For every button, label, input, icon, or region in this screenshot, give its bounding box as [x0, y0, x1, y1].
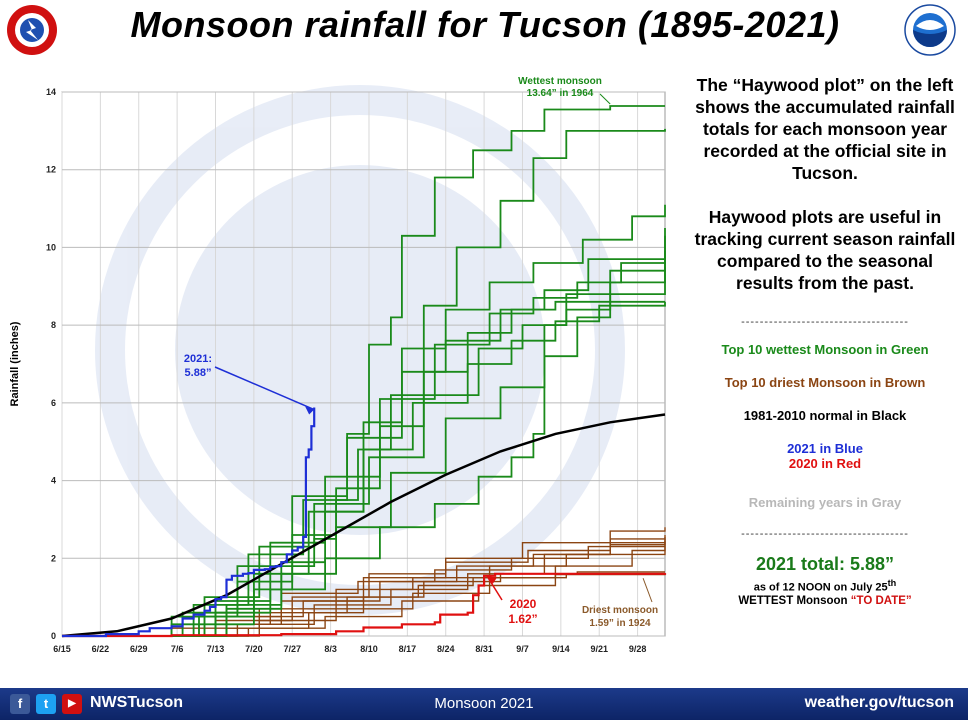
- driest-year-line: [62, 542, 666, 637]
- legend-remaining: Remaining years in Gray: [748, 495, 902, 510]
- x-tick-label: 7/13: [207, 644, 225, 654]
- facebook-icon[interactable]: f: [10, 694, 30, 714]
- as-of-suffix: th: [887, 578, 897, 588]
- noaa-logo-icon: [904, 4, 956, 56]
- y-tick-label: 2: [51, 553, 56, 563]
- x-tick-label: 9/28: [629, 644, 647, 654]
- x-tick-label: 7/27: [283, 644, 301, 654]
- annotation-2020-pointer: [486, 575, 503, 601]
- x-tick-label: 8/31: [475, 644, 493, 654]
- y-axis-label: Rainfall (inches): [9, 321, 21, 406]
- x-tick-label: 8/17: [399, 644, 417, 654]
- y-tick-label: 14: [46, 87, 56, 97]
- legend-2020: 2020 in Red: [788, 456, 862, 471]
- total-2021: 2021 total: 5.88”: [755, 554, 895, 574]
- legend-driest: Top 10 driest Monsoon in Brown: [724, 375, 926, 390]
- y-tick-label: 10: [46, 242, 56, 252]
- footer-bar: f t ▶ NWSTucson Monsoon 2021 weather.gov…: [0, 688, 968, 720]
- annotation-2021-pointer: [214, 366, 315, 411]
- x-tick-label: 9/14: [552, 644, 570, 654]
- driest-year-line: [62, 527, 666, 637]
- to-date-text: WETTEST Monsoon: [738, 594, 851, 607]
- legend-2021: 2021 in Blue: [787, 441, 863, 456]
- y-tick-label: 12: [46, 165, 56, 175]
- y-tick-label: 6: [51, 398, 56, 408]
- side-panel: The “Haywood plot” on the left shows the…: [686, 74, 964, 607]
- wettest-year-line: [62, 251, 666, 637]
- as-of-note: as of 12 NOON on July 25th: [686, 578, 964, 594]
- annotation-driest-value: 1.59” in 1924: [589, 618, 651, 629]
- separator-top: ------------------------------------: [741, 316, 909, 328]
- twitter-icon[interactable]: t: [36, 694, 56, 714]
- separator-bottom: ------------------------------------: [741, 528, 909, 540]
- to-date-note: WETTEST Monsoon “TO DATE”: [686, 595, 964, 607]
- year-2021-line: [62, 407, 316, 638]
- legend-normal: 1981-2010 normal in Black: [743, 408, 907, 423]
- x-tick-label: 9/7: [516, 644, 529, 654]
- youtube-icon[interactable]: ▶: [62, 694, 82, 714]
- noaa-watermark-icon: [95, 85, 625, 615]
- as-of-text: as of 12 NOON on July 25: [753, 581, 888, 594]
- wettest-year-line: [62, 300, 665, 637]
- to-date-highlight: “TO DATE”: [850, 594, 912, 607]
- nws-logo-icon: [7, 5, 57, 55]
- annotation-2021-title: 2021:: [184, 353, 212, 365]
- page-title: Monsoon rainfall for Tucson (1895-2021): [130, 4, 840, 45]
- driest-year-line: [62, 535, 666, 637]
- x-tick-label: 8/10: [360, 644, 378, 654]
- annotation-driest-pointer: [642, 578, 653, 603]
- x-tick-label: 8/3: [324, 644, 337, 654]
- wettest-year-line: [62, 301, 666, 637]
- social-handle[interactable]: NWSTucson: [90, 694, 184, 711]
- website-link[interactable]: weather.gov/tucson: [804, 694, 954, 711]
- x-tick-label: 6/29: [130, 644, 148, 654]
- y-tick-label: 8: [51, 320, 56, 330]
- annotation-wettest-title: Wettest monsoon: [518, 76, 602, 87]
- x-tick-label: 7/6: [171, 644, 184, 654]
- normal-line: [61, 413, 666, 638]
- legend-wettest: Top 10 wettest Monsoon in Green: [721, 342, 929, 357]
- annotation-2021-value: 5.88”: [185, 367, 212, 379]
- y-tick-label: 4: [51, 476, 56, 486]
- x-tick-label: 8/24: [437, 644, 455, 654]
- haywood-chart: 6/15 6/22 6/29 7/6 7/13 7/20 7/27 8/3 8/10 8/17 8/…: [9, 76, 667, 654]
- annotation-2020-value: 1.62”: [508, 612, 537, 626]
- x-tick-label: 9/21: [590, 644, 608, 654]
- description-paragraph-2: Haywood plots are useful in tracking cur…: [694, 207, 956, 293]
- annotation-2020-arrowhead: [486, 575, 497, 584]
- footer-center-label: Monsoon 2021: [434, 695, 534, 712]
- annotation-wettest-value: 13.64” in 1964: [527, 88, 594, 99]
- y-tick-label: 0: [51, 631, 56, 641]
- description-paragraph-1: The “Haywood plot” on the left shows the…: [695, 75, 955, 183]
- x-tick-label: 6/22: [92, 644, 110, 654]
- annotation-wettest-pointer: [599, 93, 611, 105]
- x-tick-label: 6/15: [53, 644, 71, 654]
- annotation-2021-arrowhead: [305, 406, 315, 415]
- annotation-2020-title: 2020: [510, 597, 537, 611]
- year-2020-line: [62, 572, 667, 638]
- annotation-driest-title: Driest monsoon: [582, 605, 658, 616]
- x-tick-label: 7/20: [245, 644, 263, 654]
